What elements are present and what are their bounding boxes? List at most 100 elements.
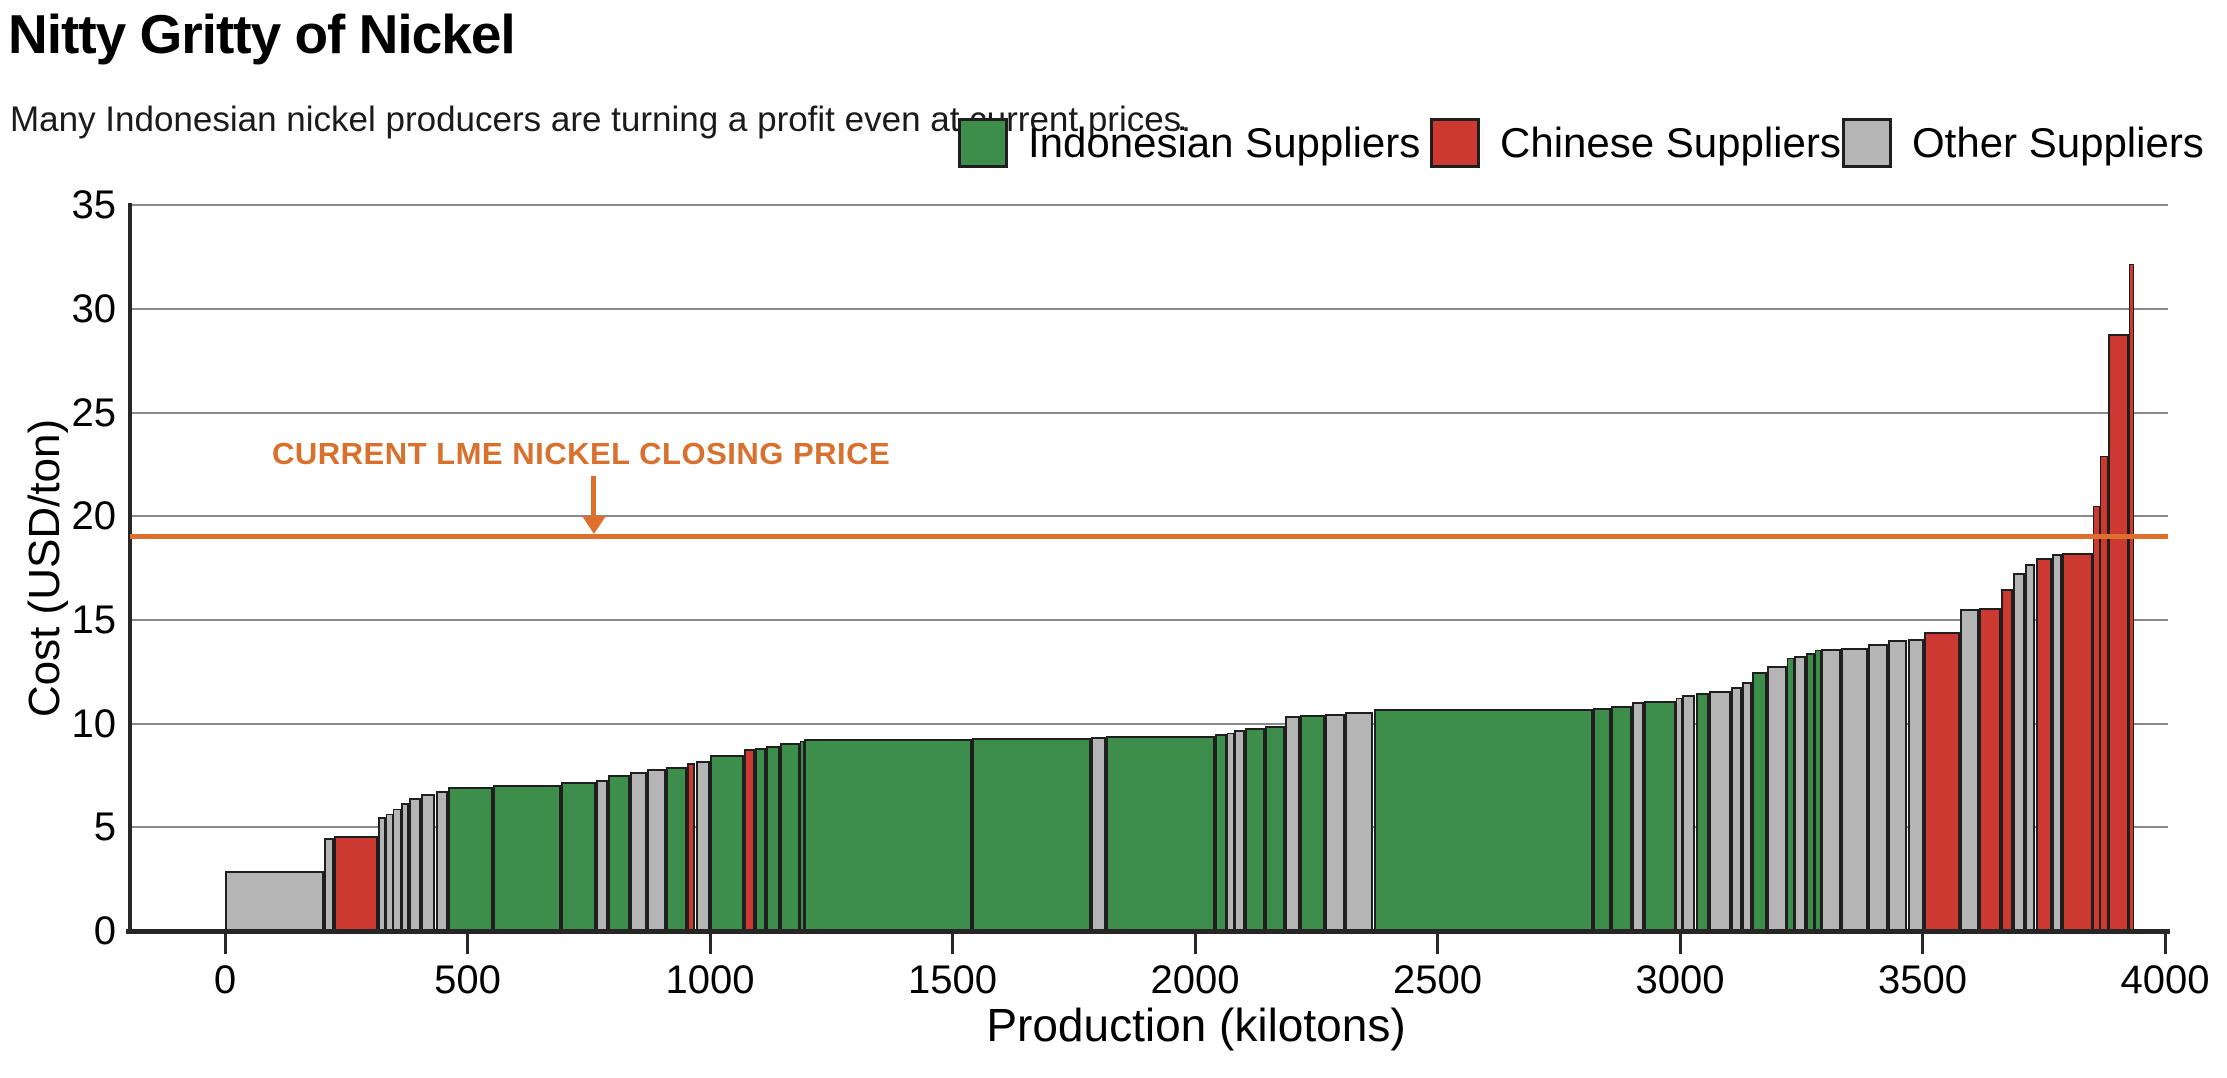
cost-bar: [2025, 564, 2036, 931]
other-suppliers-swatch: [1842, 118, 1892, 168]
x-tick-1000: [708, 934, 712, 954]
cost-bar: [687, 763, 696, 931]
cost-bar: [1767, 665, 1787, 931]
x-tick-4000: [2163, 934, 2167, 954]
cost-bar: [765, 745, 781, 931]
y-tick-label-10: 10: [71, 701, 117, 746]
gridline-y-15: [132, 619, 2168, 622]
cost-bar: [2129, 263, 2134, 931]
cost-bar: [630, 772, 647, 931]
cost-bar: [400, 802, 410, 931]
cost-bar: [710, 754, 744, 931]
cost-bar: [2100, 456, 2108, 931]
cost-bar: [1695, 692, 1709, 931]
y-tick-label-35: 35: [71, 183, 117, 228]
cost-bar: [1960, 608, 1979, 931]
cost-bar: [1345, 712, 1374, 931]
cost-bar: [754, 747, 766, 931]
cost-bar: [2062, 552, 2094, 931]
cost-bar: [608, 774, 630, 931]
chinese-suppliers-swatch: [1430, 118, 1480, 168]
cost-bar: [1091, 737, 1107, 931]
x-tick-label-3000: 3000: [1635, 958, 1725, 1002]
cost-bar: [1794, 656, 1806, 931]
cost-bar: [1265, 725, 1286, 931]
cost-bar: [1708, 690, 1731, 931]
legend-label: Other Suppliers: [1912, 119, 2204, 166]
cost-bar: [1978, 607, 2002, 931]
legend-label: Chinese Suppliers: [1500, 119, 1841, 166]
x-tick-label-1000: 1000: [665, 958, 755, 1002]
cost-bar: [2093, 506, 2100, 931]
cost-bar: [1643, 700, 1677, 931]
cost-bar: [596, 779, 609, 931]
y-tick-label-15: 15: [71, 598, 117, 643]
cost-bar: [561, 781, 596, 931]
indonesian-suppliers-swatch: [958, 118, 1008, 168]
cost-bar: [1821, 649, 1841, 931]
cost-bar: [492, 784, 562, 931]
cost-bar: [225, 870, 325, 931]
cost-bar: [1610, 706, 1632, 931]
x-tick-2000: [1193, 934, 1197, 954]
cost-bar: [1741, 682, 1753, 931]
gridline-y-10: [132, 722, 2168, 725]
legend-item-other: Other Suppliers: [1842, 118, 2204, 168]
x-tick-3000: [1678, 934, 1682, 954]
cost-bar: [2052, 553, 2063, 931]
x-tick-label-3500: 3500: [1878, 958, 1967, 1002]
cost-bar: [392, 808, 401, 931]
y-tick-label-25: 25: [71, 390, 117, 435]
cost-bar: [1632, 701, 1644, 931]
cost-bar: [666, 767, 688, 931]
x-axis-spine: [126, 929, 2170, 934]
x-tick-label-500: 500: [434, 958, 501, 1002]
y-axis-spine: [128, 203, 132, 934]
y-tick-label-0: 0: [93, 909, 116, 953]
x-tick-1500: [951, 934, 954, 954]
cost-bar: [1285, 716, 1301, 931]
cost-bar: [448, 786, 493, 931]
legend-item-chinese: Chinese Suppliers: [1430, 118, 1841, 168]
cost-bar: [409, 798, 421, 931]
cost-bar: [1373, 709, 1593, 931]
cost-bar: [1233, 729, 1246, 931]
annotation-arrow-icon: [591, 476, 596, 518]
y-axis-title: Cost (USD/ton): [20, 418, 69, 718]
cost-bar: [2107, 334, 2130, 931]
x-tick-0: [223, 934, 227, 954]
cost-bar: [1924, 631, 1961, 931]
cost-bar: [1786, 658, 1794, 931]
cost-bar: [386, 813, 393, 931]
page-title: Nitty Gritty of Nickel: [8, 3, 516, 65]
x-tick-2500: [1436, 934, 1439, 954]
legend-item-indonesian: Indonesian Suppliers: [958, 118, 1420, 168]
cost-bar: [377, 817, 386, 931]
cost-bar: [1215, 734, 1227, 931]
gridline-y-25: [132, 411, 2168, 414]
cost-bar: [1300, 715, 1325, 931]
cost-bar: [1682, 694, 1696, 931]
y-tick-label-30: 30: [71, 287, 117, 332]
cost-bar: [1867, 643, 1888, 931]
x-tick-3500: [1921, 934, 1924, 954]
cost-bar: [1245, 727, 1266, 931]
cost-bar: [743, 748, 755, 931]
cost-bar: [1752, 671, 1768, 931]
x-tick-500: [466, 934, 469, 954]
x-tick-label-2500: 2500: [1393, 958, 1482, 1002]
cost-bar: [1805, 653, 1815, 931]
lme-price-annotation: CURRENT LME NICKEL CLOSING PRICE: [272, 436, 891, 471]
cost-bar: [1730, 687, 1742, 931]
annotation-arrowhead-icon: [582, 516, 606, 534]
cost-bar: [803, 739, 972, 931]
x-tick-label-2000: 2000: [1150, 958, 1240, 1002]
gridline-y-20: [132, 515, 2168, 518]
cost-bar: [334, 835, 378, 931]
cost-bar: [1907, 638, 1924, 931]
legend-label: Indonesian Suppliers: [1028, 119, 1421, 166]
cost-bar: [780, 743, 800, 931]
cost-bar: [324, 837, 335, 931]
cost-bar: [1887, 639, 1908, 931]
